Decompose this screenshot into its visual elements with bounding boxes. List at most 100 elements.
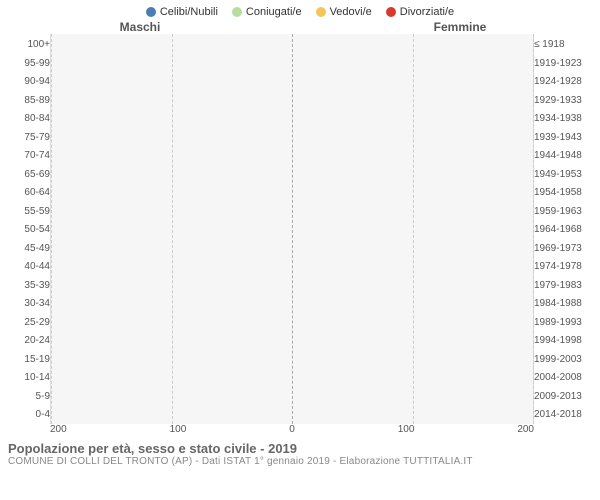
pyramid-row [51,256,533,275]
legend-label: Coniugati/e [246,6,302,18]
legend-label: Divorziati/e [400,6,454,18]
birth-label: 1959-1963 [534,203,594,222]
birth-label: 1919-1923 [534,55,594,74]
pyramid-row [51,349,533,368]
age-label: 45-49 [6,240,50,259]
legend-swatch [316,7,326,17]
female-half [292,404,533,423]
female-half [292,219,533,238]
male-half [51,182,292,201]
pyramid-row [51,367,533,386]
birth-label: 1999-2003 [534,351,594,370]
age-label: 85-89 [6,92,50,111]
birth-label: 1974-1978 [534,258,594,277]
legend-swatch [386,7,396,17]
birth-label: 1944-1948 [534,147,594,166]
female-half [292,164,533,183]
female-half [292,108,533,127]
legend-item: Divorziati/e [386,6,454,18]
male-half [51,293,292,312]
pyramid-row [51,275,533,294]
birth-label: 1964-1968 [534,221,594,240]
female-half [292,145,533,164]
age-label: 5-9 [6,388,50,407]
birth-label: 1949-1953 [534,166,594,185]
birth-label: 1994-1998 [534,332,594,351]
gender-headers: Maschi Femmine [0,20,600,34]
y-axis-birth: ≤ 19181919-19231924-19281929-19331934-19… [534,34,594,424]
x-tick: 100 [398,424,415,435]
pyramid-plot [50,34,534,424]
age-label: 75-79 [6,129,50,148]
pyramid-row [51,312,533,331]
x-axis: 2001000100200 [0,424,600,435]
female-half [292,127,533,146]
birth-label: 2004-2008 [534,369,594,388]
legend-label: Vedovi/e [330,6,372,18]
age-label: 65-69 [6,166,50,185]
birth-label: 1934-1938 [534,110,594,129]
male-half [51,256,292,275]
x-tick: 200 [50,424,67,435]
chart-subtitle: COMUNE DI COLLI DEL TRONTO (AP) - Dati I… [8,456,592,467]
male-half [51,34,292,53]
female-half [292,34,533,53]
pyramid-row [51,164,533,183]
male-half [51,53,292,72]
male-half [51,367,292,386]
male-half [51,404,292,423]
age-label: 30-34 [6,295,50,314]
male-half [51,386,292,405]
age-label: 0-4 [6,406,50,425]
legend-swatch [232,7,242,17]
age-label: 80-84 [6,110,50,129]
pyramid-row [51,108,533,127]
female-half [292,238,533,257]
legend-item: Coniugati/e [232,6,302,18]
chart-area: 100+95-9990-9485-8980-8475-7970-7465-696… [0,34,600,424]
female-half [292,182,533,201]
birth-label: 1989-1993 [534,314,594,333]
caption: Popolazione per età, sesso e stato civil… [0,435,600,467]
pyramid-row [51,53,533,72]
female-half [292,275,533,294]
pyramid-row [51,127,533,146]
x-tick: 200 [517,424,534,435]
age-label: 60-64 [6,184,50,203]
legend-swatch [146,7,156,17]
male-half [51,71,292,90]
male-half [51,145,292,164]
female-half [292,312,533,331]
male-half [51,238,292,257]
pyramid-row [51,238,533,257]
birth-label: 1979-1983 [534,277,594,296]
legend: Celibi/Nubili Coniugati/e Vedovi/e Divorzia… [0,0,600,20]
pyramid-row [51,71,533,90]
pyramid-row [51,145,533,164]
age-label: 10-14 [6,369,50,388]
birth-label: 1929-1933 [534,92,594,111]
birth-label: 1954-1958 [534,184,594,203]
female-half [292,349,533,368]
age-label: 90-94 [6,73,50,92]
pyramid-row [51,182,533,201]
birth-label: 2014-2018 [534,406,594,425]
age-label: 70-74 [6,147,50,166]
pyramid-row [51,219,533,238]
birth-label: 1939-1943 [534,129,594,148]
male-half [51,127,292,146]
male-half [51,330,292,349]
header-female: Femmine [360,20,600,34]
female-half [292,256,533,275]
age-label: 100+ [6,36,50,55]
female-half [292,53,533,72]
male-half [51,275,292,294]
chart-title: Popolazione per età, sesso e stato civil… [8,441,592,456]
legend-label: Celibi/Nubili [160,6,218,18]
birth-label: 1969-1973 [534,240,594,259]
female-half [292,293,533,312]
female-half [292,201,533,220]
legend-item: Vedovi/e [316,6,372,18]
male-half [51,201,292,220]
female-half [292,367,533,386]
